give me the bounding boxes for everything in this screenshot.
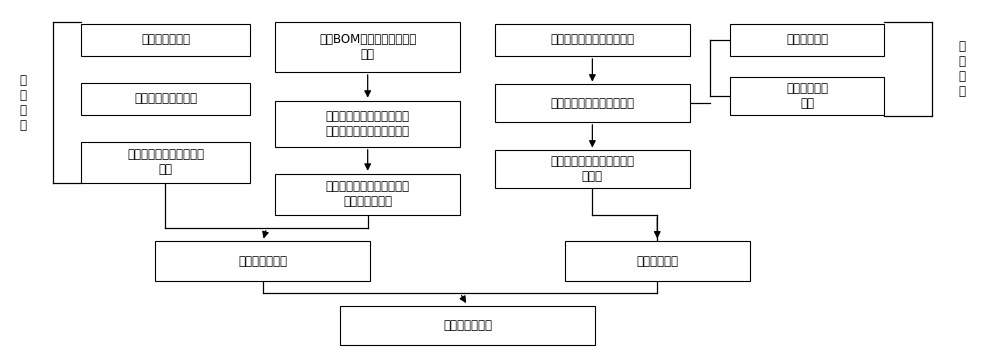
- FancyBboxPatch shape: [81, 83, 250, 115]
- Text: 丝杠上升高度: 丝杠上升高度: [636, 255, 678, 267]
- FancyBboxPatch shape: [155, 241, 370, 281]
- Text: 基于BOM表识别构件类型及
种类: 基于BOM表识别构件类型及 种类: [319, 33, 416, 61]
- Text: 活络头的厚度: 活络头的厚度: [786, 33, 828, 47]
- FancyBboxPatch shape: [81, 141, 250, 183]
- FancyBboxPatch shape: [275, 101, 460, 147]
- FancyBboxPatch shape: [275, 22, 460, 72]
- Text: 单个胎架的支撑质量: 单个胎架的支撑质量: [134, 92, 197, 105]
- Text: 胎架最上端支柱的支撑点位: 胎架最上端支柱的支撑点位: [550, 97, 634, 110]
- FancyBboxPatch shape: [275, 174, 460, 215]
- Text: 遍历各个构件，运用最小包
围盒算法获取各构件体质量: 遍历各个构件，运用最小包 围盒算法获取各构件体质量: [326, 110, 410, 138]
- Text: 活络头与船体分段外板的接
触点位: 活络头与船体分段外板的接 触点位: [550, 155, 634, 183]
- FancyBboxPatch shape: [495, 24, 690, 56]
- FancyBboxPatch shape: [495, 150, 690, 188]
- Text: 约
束
条
件: 约 束 条 件: [959, 40, 966, 98]
- FancyBboxPatch shape: [730, 77, 884, 115]
- Text: 底盘轨道的位置: 底盘轨道的位置: [141, 33, 190, 47]
- Text: 约
束
条
件: 约 束 条 件: [19, 74, 26, 132]
- Text: 胎架的智能布置: 胎架的智能布置: [443, 319, 492, 332]
- FancyBboxPatch shape: [730, 24, 884, 56]
- FancyBboxPatch shape: [495, 84, 690, 122]
- Text: 胎架的点位布置: 胎架的点位布置: [238, 255, 287, 267]
- Text: 船体分段外板数学拟合模型: 船体分段外板数学拟合模型: [550, 33, 634, 47]
- Text: 活络头的倾斜
角度: 活络头的倾斜 角度: [786, 82, 828, 110]
- FancyBboxPatch shape: [81, 24, 250, 56]
- FancyBboxPatch shape: [565, 241, 750, 281]
- FancyBboxPatch shape: [340, 306, 595, 345]
- Text: 将各构件体质量转化为投影
平面上的面质量: 将各构件体质量转化为投影 平面上的面质量: [326, 180, 410, 208]
- Text: 船体分段在投影平面上的
质心: 船体分段在投影平面上的 质心: [127, 148, 204, 176]
